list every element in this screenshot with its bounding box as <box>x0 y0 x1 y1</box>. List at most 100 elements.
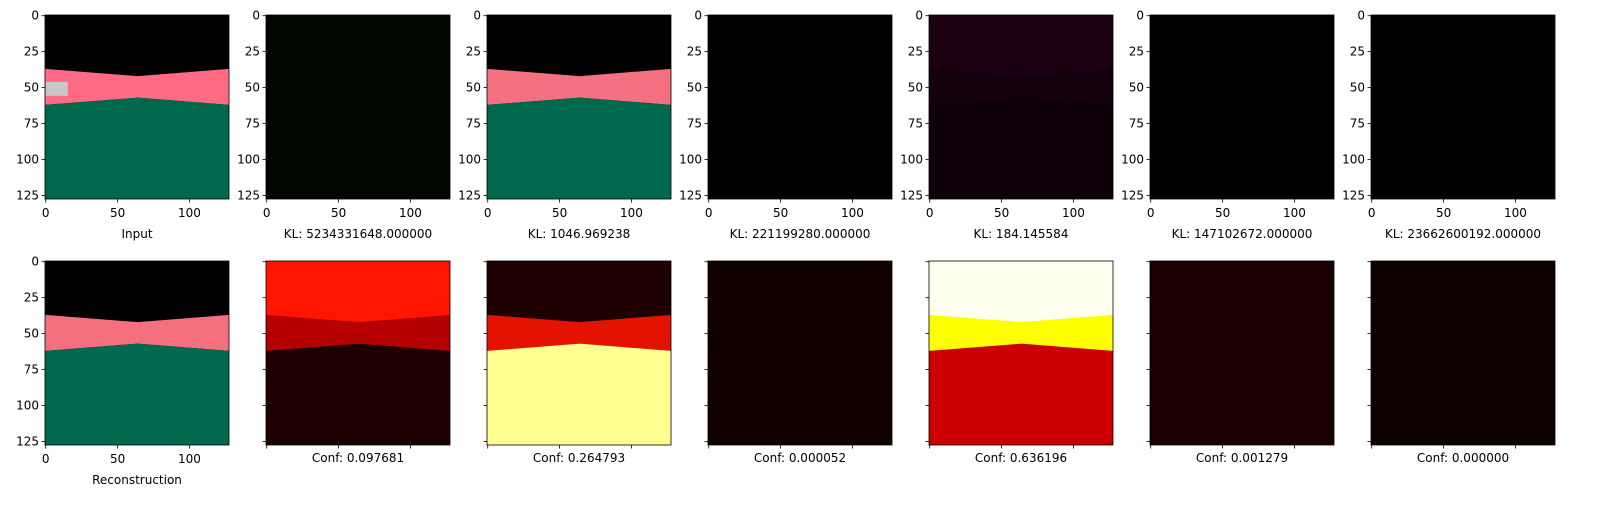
y-tick-label: 25 <box>466 45 481 59</box>
y-tick-label: 25 <box>24 45 39 59</box>
image-ground <box>487 97 671 199</box>
image-ground <box>708 343 892 445</box>
y-tick-label: 0 <box>31 255 39 269</box>
panel: Conf: 0.001279 <box>1146 260 1335 465</box>
axes-frame <box>44 260 230 446</box>
y-tick-label: 125 <box>237 188 260 202</box>
image-band <box>929 68 1113 105</box>
y-tick-label: 0 <box>473 9 481 23</box>
x-tick-label: 0 <box>1147 206 1155 220</box>
y-tick-label: 100 <box>900 152 923 166</box>
x-axis-label: Conf: 0.097681 <box>312 451 404 465</box>
image-car <box>45 81 68 96</box>
x-tick-label: 100 <box>841 206 864 220</box>
panel: Conf: 0.000052 <box>704 260 893 465</box>
y-tick-label: 125 <box>16 434 39 448</box>
x-tick-label: 50 <box>110 206 125 220</box>
y-tick-label: 25 <box>687 45 702 59</box>
axes-frame <box>265 260 451 446</box>
image-ground <box>1371 343 1555 445</box>
y-tick-label: 125 <box>679 188 702 202</box>
image-ground <box>45 343 229 445</box>
image-band <box>1150 68 1334 105</box>
axes-frame <box>44 14 230 200</box>
x-axis-label: Conf: 0.001279 <box>1196 451 1288 465</box>
panel: Conf: 0.000000 <box>1367 260 1556 465</box>
axes-frame <box>1149 260 1335 446</box>
y-tick-label: 75 <box>687 117 702 131</box>
y-tick-label: 25 <box>1350 45 1365 59</box>
y-tick-label: 100 <box>1342 152 1365 166</box>
x-tick-label: 0 <box>926 206 934 220</box>
axes-frame <box>486 260 672 446</box>
x-tick-label: 50 <box>1215 206 1230 220</box>
x-tick-label: 50 <box>110 452 125 466</box>
x-tick-label: 50 <box>773 206 788 220</box>
image-ground <box>266 97 450 199</box>
axes-frame <box>1370 14 1556 200</box>
x-axis-label: KL: 5234331648.000000 <box>284 227 432 241</box>
x-axis-label: KL: 147102672.000000 <box>1172 227 1313 241</box>
x-tick-label: 0 <box>1368 206 1376 220</box>
image-ground <box>929 97 1113 199</box>
x-tick-label: 0 <box>263 206 271 220</box>
x-axis-label: KL: 23662600192.000000 <box>1385 227 1541 241</box>
y-tick-label: 75 <box>24 117 39 131</box>
x-axis-label: Conf: 0.264793 <box>533 451 625 465</box>
y-tick-label: 50 <box>908 81 923 95</box>
y-tick-label: 25 <box>245 45 260 59</box>
y-tick-label: 75 <box>1129 117 1144 131</box>
x-tick-label: 0 <box>484 206 492 220</box>
image-band <box>1150 314 1334 351</box>
y-tick-label: 100 <box>679 152 702 166</box>
image-band <box>487 314 671 351</box>
image-ground <box>1150 97 1334 199</box>
y-tick-label: 100 <box>16 398 39 412</box>
y-tick-label: 75 <box>24 363 39 377</box>
image-band <box>929 314 1113 351</box>
y-tick-label: 125 <box>1342 188 1365 202</box>
y-tick-label: 25 <box>908 45 923 59</box>
y-tick-label: 50 <box>24 81 39 95</box>
y-tick-label: 0 <box>1136 9 1144 23</box>
y-tick-label: 100 <box>1121 152 1144 166</box>
x-tick-label: 100 <box>178 206 201 220</box>
x-axis-label: Reconstruction <box>92 473 182 487</box>
image-band <box>1371 68 1555 105</box>
x-tick-label: 100 <box>178 452 201 466</box>
image-ground <box>45 97 229 199</box>
x-tick-label: 0 <box>42 452 50 466</box>
x-tick-label: 50 <box>994 206 1009 220</box>
x-axis-label: KL: 184.145584 <box>974 227 1069 241</box>
x-axis-label: Conf: 0.000000 <box>1417 451 1509 465</box>
y-tick-label: 75 <box>908 117 923 131</box>
image-band <box>487 68 671 105</box>
image-band <box>708 68 892 105</box>
x-axis-label: KL: 221199280.000000 <box>730 227 871 241</box>
y-tick-label: 0 <box>1357 9 1365 23</box>
x-tick-label: 100 <box>1283 206 1306 220</box>
y-tick-label: 100 <box>16 152 39 166</box>
axes-frame <box>928 260 1114 446</box>
image-band <box>45 68 229 105</box>
y-tick-label: 100 <box>237 152 260 166</box>
y-tick-label: 25 <box>24 291 39 305</box>
y-tick-label: 100 <box>458 152 481 166</box>
x-tick-label: 0 <box>42 206 50 220</box>
y-tick-label: 0 <box>915 9 923 23</box>
x-tick-label: 100 <box>1504 206 1527 220</box>
image-band <box>45 314 229 351</box>
x-tick-label: 50 <box>1436 206 1451 220</box>
axes-frame <box>486 14 672 200</box>
y-tick-label: 125 <box>16 188 39 202</box>
image-band <box>266 314 450 351</box>
image-ground <box>708 97 892 199</box>
x-tick-label: 0 <box>705 206 713 220</box>
x-tick-label: 50 <box>331 206 346 220</box>
y-tick-label: 125 <box>900 188 923 202</box>
